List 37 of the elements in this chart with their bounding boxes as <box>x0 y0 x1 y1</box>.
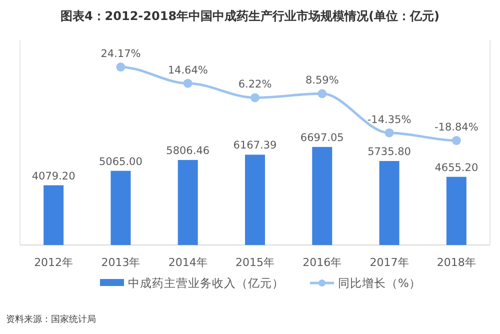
bar <box>44 185 64 245</box>
point <box>116 62 126 72</box>
data-label: -18.84% <box>434 122 478 134</box>
legend-label: 中成药主营业务收入（亿元） <box>128 276 284 290</box>
data-label: -14.35% <box>367 114 412 126</box>
x-tick-label: 2017年 <box>370 256 409 269</box>
point <box>183 78 192 88</box>
x-tick-label: 2014年 <box>168 256 208 269</box>
data-label: 4655.20 <box>434 162 478 174</box>
x-tick-label: 2012年 <box>34 256 74 269</box>
data-label: 14.64% <box>168 64 208 76</box>
data-label: 24.17% <box>100 48 141 60</box>
bar <box>178 160 198 245</box>
bar <box>379 161 400 245</box>
data-label: 5806.46 <box>166 144 210 157</box>
data-label: 6697.05 <box>300 132 344 144</box>
bar <box>110 170 131 245</box>
point <box>452 136 461 146</box>
bar <box>245 154 265 245</box>
chart-title: 图表4：2012-2018年中国中成药生产行业市场规模情况(单位：亿元) <box>60 9 440 23</box>
data-label: 5735.80 <box>368 146 411 158</box>
x-tick-label: 2013年 <box>101 256 140 269</box>
point <box>250 93 260 102</box>
data-label: 5065.00 <box>99 156 142 168</box>
x-tick-label: 2015年 <box>236 256 274 269</box>
point <box>384 128 394 138</box>
data-label: 6167.39 <box>233 140 277 152</box>
x-tick-label: 2018年 <box>436 256 476 269</box>
data-label: 6.22% <box>238 78 272 91</box>
data-label: 4079.20 <box>32 170 76 182</box>
text: 资料来源：国家统计局 <box>6 314 96 325</box>
data-label: 8.59% <box>305 74 339 87</box>
x-tick-label: 2016年 <box>302 256 342 269</box>
point <box>318 89 327 98</box>
bar <box>312 146 332 245</box>
legend-label: 同比增长（%） <box>338 276 421 290</box>
bar <box>446 176 466 245</box>
